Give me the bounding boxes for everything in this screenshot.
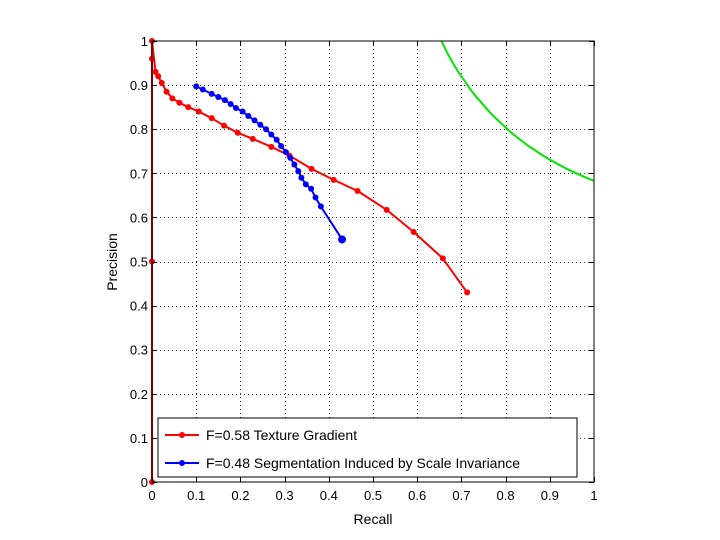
data-point-1 — [263, 126, 270, 133]
data-point-0 — [439, 255, 446, 262]
axis-ticks: 0 0.1 0.2 0.3 0.4 0.5 0.6 0.7 0.8 0.9 1 0 0.1 0.2 0.3 0… — [130, 34, 598, 503]
y-tick-label: 0.1 — [130, 431, 148, 446]
data-point-0 — [208, 115, 215, 122]
y-tick-label: 0.7 — [130, 166, 148, 181]
data-point-0 — [383, 206, 390, 213]
legend-marker-0 — [179, 432, 185, 438]
data-point-1 — [312, 194, 319, 201]
data-point-0 — [354, 187, 361, 194]
data-point-0 — [195, 108, 202, 115]
data-point-0 — [330, 176, 337, 183]
data-point-0 — [152, 68, 159, 75]
data-point-0 — [249, 135, 256, 142]
data-point-0 — [464, 289, 471, 296]
x-tick-label: 0.3 — [276, 488, 294, 503]
data-point-1 — [287, 154, 294, 161]
legend-label-1: F=0.48 Segmentation Induced by Scale Inv… — [206, 455, 520, 471]
data-point-1 — [291, 161, 298, 168]
data-point-0 — [176, 99, 183, 106]
data-point-1 — [193, 83, 200, 90]
y-tick-label: 0.8 — [130, 122, 148, 137]
x-tick-label: 0.6 — [408, 488, 426, 503]
data-point-1 — [232, 105, 239, 112]
data-point-0 — [234, 129, 241, 136]
grid-lines — [152, 41, 594, 482]
x-tick-label: 0.5 — [364, 488, 382, 503]
plot-area — [152, 41, 594, 482]
x-tick-label: 1 — [590, 488, 597, 503]
x-tick-label: 0 — [148, 488, 155, 503]
x-tick-label: 0.2 — [231, 488, 249, 503]
data-point-1 — [208, 90, 215, 97]
x-tick-label: 0.9 — [541, 488, 559, 503]
data-point-1 — [227, 101, 234, 108]
data-point-1 — [308, 185, 315, 192]
y-tick-label: 0.2 — [130, 387, 148, 402]
data-point-0 — [308, 165, 315, 172]
data-point-1 — [295, 168, 302, 175]
legend-box — [157, 417, 578, 478]
data-point-0 — [169, 95, 176, 102]
y-tick-label: 0.9 — [130, 78, 148, 93]
x-tick-label: 0.7 — [452, 488, 470, 503]
data-point-1 — [251, 117, 258, 124]
data-point-1 — [221, 97, 228, 104]
y-axis-title: Precision — [104, 233, 120, 291]
data-point-1 — [245, 112, 252, 119]
y-tick-label: 1 — [141, 34, 148, 49]
data-point-0 — [158, 79, 165, 86]
x-tick-label: 0.8 — [497, 488, 515, 503]
legend: F=0.58 Texture Gradient F=0.48 Segmentati… — [157, 417, 578, 478]
data-point-0 — [268, 143, 275, 150]
data-point-0 — [185, 104, 192, 111]
data-point-0 — [410, 228, 417, 235]
data-point-1 — [282, 149, 289, 156]
x-tick-label: 0.1 — [187, 488, 205, 503]
series-layer — [149, 38, 595, 485]
x-axis-title: Recall — [354, 511, 393, 527]
data-point-0 — [221, 122, 228, 129]
y-tick-label: 0.3 — [130, 343, 148, 358]
series-line-2 — [440, 40, 595, 182]
data-point-1 — [338, 235, 347, 244]
x-tick-label: 0.4 — [320, 488, 338, 503]
y-tick-label: 0 — [141, 475, 148, 490]
data-point-1 — [302, 181, 309, 188]
data-point-1 — [239, 108, 246, 115]
data-point-0 — [163, 88, 170, 95]
data-point-1 — [317, 203, 324, 210]
data-point-1 — [298, 174, 305, 181]
y-tick-label: 0.6 — [130, 210, 148, 225]
data-point-1 — [215, 94, 222, 101]
legend-marker-1 — [179, 460, 185, 466]
data-point-0 — [155, 73, 162, 80]
data-point-1 — [268, 131, 275, 138]
y-tick-label: 0.4 — [130, 299, 148, 314]
data-point-1 — [199, 86, 206, 93]
data-point-1 — [273, 136, 280, 143]
data-point-1 — [278, 142, 285, 149]
legend-label-0: F=0.58 Texture Gradient — [206, 427, 357, 443]
y-tick-label: 0.5 — [130, 255, 148, 270]
data-point-1 — [257, 121, 264, 128]
